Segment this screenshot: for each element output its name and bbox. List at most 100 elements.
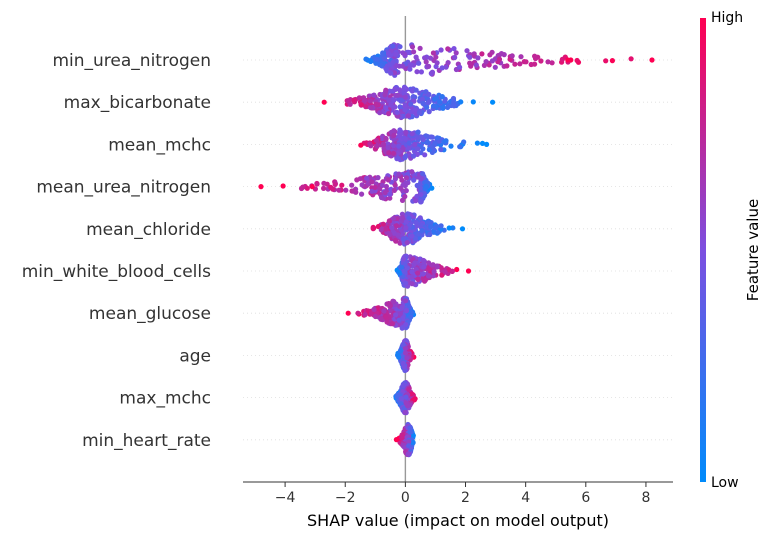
shap-point bbox=[405, 113, 411, 119]
shap-point bbox=[438, 146, 444, 153]
shap-point bbox=[423, 59, 429, 65]
shap-point bbox=[383, 226, 389, 232]
shap-point bbox=[399, 304, 405, 310]
x-tick-label: −2 bbox=[335, 490, 356, 506]
shap-point bbox=[364, 175, 370, 181]
shap-point bbox=[496, 56, 503, 62]
shap-point bbox=[407, 429, 413, 435]
shap-point bbox=[372, 313, 379, 320]
shap-point bbox=[428, 224, 434, 230]
x-tick-label: 0 bbox=[401, 490, 410, 506]
shap-point bbox=[419, 96, 425, 102]
shap-point bbox=[386, 150, 392, 156]
shap-point bbox=[422, 55, 428, 61]
shap-point bbox=[400, 63, 406, 69]
shap-point bbox=[391, 298, 397, 305]
shap-point bbox=[452, 54, 458, 61]
shap-point bbox=[345, 98, 351, 104]
shap-point bbox=[379, 226, 385, 232]
shap-point bbox=[420, 100, 426, 106]
shap-point bbox=[402, 94, 408, 100]
shap-point bbox=[362, 312, 368, 318]
shap-point bbox=[339, 182, 345, 188]
shap-point bbox=[426, 63, 432, 69]
shap-point-outlier bbox=[490, 99, 496, 105]
shap-point bbox=[438, 223, 444, 229]
shap-point bbox=[486, 62, 492, 68]
shap-point bbox=[426, 109, 432, 115]
shap-point bbox=[394, 216, 400, 222]
shap-point bbox=[512, 61, 518, 67]
shap-point bbox=[385, 145, 391, 151]
shap-point bbox=[406, 439, 412, 445]
shap-point bbox=[393, 62, 399, 69]
shap-point bbox=[430, 50, 436, 56]
shap-point bbox=[358, 102, 364, 108]
shap-point bbox=[449, 268, 455, 274]
shap-point bbox=[434, 264, 440, 270]
x-tick-label: 2 bbox=[461, 490, 470, 506]
shap-point bbox=[378, 62, 385, 69]
shap-point bbox=[416, 109, 422, 116]
shap-point bbox=[403, 219, 409, 225]
x-axis: −4 −2 0 2 4 6 8 bbox=[243, 481, 673, 506]
shap-point bbox=[396, 317, 402, 323]
shap-point bbox=[380, 51, 386, 57]
shap-point bbox=[336, 187, 342, 193]
shap-point bbox=[445, 104, 451, 110]
shap-point bbox=[453, 50, 459, 56]
shap-point bbox=[401, 86, 408, 92]
shap-point bbox=[457, 64, 463, 70]
shap-point bbox=[409, 233, 415, 239]
shap-point bbox=[517, 61, 523, 67]
shap-point bbox=[420, 171, 426, 177]
shap-point bbox=[445, 46, 451, 52]
shap-point bbox=[415, 231, 422, 237]
shap-point bbox=[367, 98, 373, 104]
shap-point bbox=[353, 189, 359, 195]
shap-point bbox=[387, 303, 393, 309]
shap-point bbox=[377, 186, 383, 192]
shap-point bbox=[380, 221, 386, 227]
shap-point bbox=[410, 439, 416, 446]
shap-point bbox=[443, 64, 449, 70]
shap-point bbox=[628, 56, 634, 62]
shap-point bbox=[355, 310, 361, 316]
x-axis-title: SHAP value (impact on model output) bbox=[307, 511, 609, 530]
shap-point bbox=[389, 321, 395, 327]
shap-point bbox=[372, 184, 378, 190]
shap-point bbox=[419, 228, 425, 234]
x-tick-label: 8 bbox=[641, 490, 650, 506]
shap-point-outlier bbox=[309, 184, 315, 190]
shap-point bbox=[397, 127, 403, 133]
shap-point-outlier bbox=[465, 268, 472, 274]
shap-point bbox=[370, 226, 376, 232]
shap-point bbox=[400, 433, 406, 439]
shap-point bbox=[362, 97, 368, 103]
shap-point bbox=[415, 146, 421, 152]
feature-label: age bbox=[179, 346, 211, 366]
shap-point bbox=[422, 277, 428, 283]
shap-point bbox=[423, 133, 429, 139]
shap-point bbox=[468, 63, 474, 69]
shap-point bbox=[409, 391, 415, 397]
shap-point-outlier bbox=[321, 99, 327, 105]
feature-label: min_urea_nitrogen bbox=[52, 51, 211, 71]
shap-point bbox=[498, 51, 505, 57]
shap-point bbox=[390, 215, 397, 222]
shap-point bbox=[413, 198, 419, 204]
shap-point bbox=[448, 143, 454, 149]
shap-point bbox=[392, 51, 399, 57]
shap-point bbox=[386, 218, 392, 224]
shap-point bbox=[387, 191, 393, 197]
shap-point bbox=[405, 180, 411, 186]
shap-point bbox=[409, 281, 415, 287]
shap-point bbox=[395, 92, 401, 98]
shap-point bbox=[390, 143, 397, 149]
shap-point bbox=[492, 64, 498, 70]
x-tick-label: 6 bbox=[581, 490, 590, 506]
shap-point bbox=[395, 352, 401, 358]
shap-point bbox=[402, 280, 409, 286]
colorbar: High Low Feature value bbox=[700, 10, 762, 491]
shap-point bbox=[403, 350, 409, 356]
